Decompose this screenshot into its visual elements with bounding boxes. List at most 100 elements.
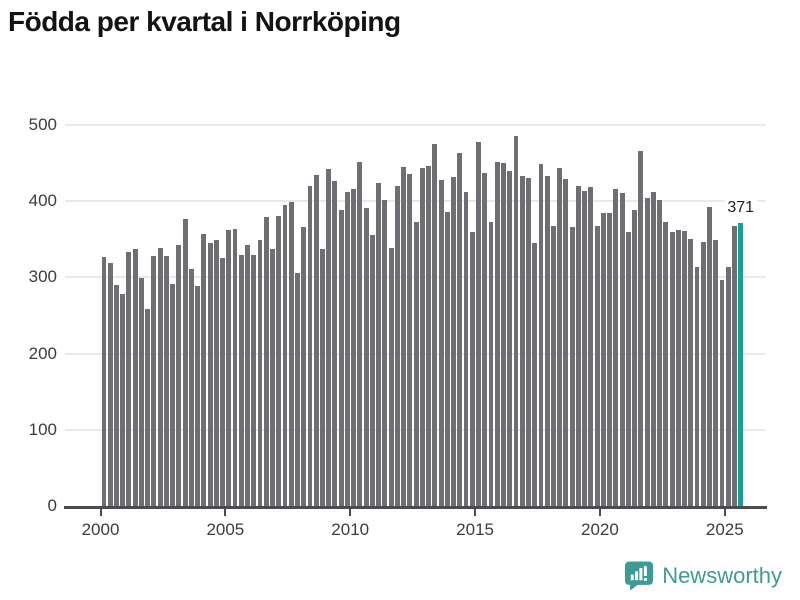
bar [663,221,669,506]
bar [394,185,400,506]
bar [476,141,481,506]
bar [519,176,525,506]
bar [550,226,556,506]
bar [413,221,419,506]
bar [482,173,488,506]
bar [188,269,194,506]
bar [163,256,169,506]
page-title: Födda per kvartal i Norrköping [8,6,401,37]
bar [313,175,319,506]
newsworthy-logo: Newsworthy [624,560,782,592]
bar [226,230,232,506]
bar [276,216,282,506]
bar [613,189,619,506]
bar [732,225,737,506]
bar [351,189,357,506]
bar [569,227,575,506]
bar [295,272,300,506]
bar [451,176,456,506]
bar [301,227,307,506]
x-axis-tick [598,508,601,516]
bar [507,171,513,506]
bar [401,166,407,506]
bar [694,266,700,506]
bar [251,255,257,506]
y-axis-label: 200 [28,343,57,363]
bar [625,231,631,506]
bar [544,176,550,506]
bar [494,161,500,506]
bar [232,228,238,506]
bar [376,182,382,506]
bar [288,201,294,506]
x-axis-tick [224,508,227,516]
bar [675,230,681,506]
x-axis-tick [99,508,102,516]
bar [488,221,494,506]
bar [257,240,263,506]
gridline [65,200,766,203]
bar [575,185,581,506]
bar [650,192,656,506]
bar [582,191,588,506]
bar [101,256,107,506]
bar [594,225,600,506]
bar [707,206,712,506]
bar [326,169,332,506]
bar [469,232,475,506]
bar [388,248,394,506]
bar [532,243,538,506]
bar [107,262,113,506]
newsworthy-logo-icon [625,561,654,591]
bar [407,173,413,506]
x-axis-line [64,505,767,509]
value-annotation: 371 [724,199,758,218]
bar [245,245,250,506]
bar [669,232,675,506]
bar [369,234,375,506]
highlighted-bar [738,223,744,506]
bar [563,179,569,506]
bar [438,179,444,506]
bar [307,185,313,506]
bar [632,210,638,506]
bar [426,166,432,506]
bar [538,163,544,506]
bar [600,212,606,506]
y-axis-label: 400 [28,191,57,211]
x-axis-label: 2005 [206,520,245,539]
bar [688,239,694,506]
x-axis-tick [723,508,726,516]
bar [513,135,519,506]
y-axis-label: 100 [28,419,57,439]
bar [619,192,625,506]
bar [457,153,463,506]
bar [213,240,219,506]
bar [170,284,176,506]
bar [263,217,269,506]
bar [719,280,725,506]
y-axis-label: 500 [28,115,57,134]
bar [725,266,731,506]
x-axis-tick [349,508,352,516]
y-axis-label: 300 [28,267,57,287]
gridline [65,124,766,126]
bar [344,192,350,506]
bar [432,144,438,506]
bar [132,249,138,506]
bar [463,192,469,506]
bar [320,249,325,506]
bar [176,245,182,506]
bar [557,168,563,506]
bar [157,248,163,506]
bar [526,178,531,506]
bar [195,285,201,506]
bar [126,252,132,506]
bar [207,243,213,506]
bar [700,242,706,506]
x-axis-label: 2025 [705,520,744,539]
bar [332,181,338,506]
bar [588,186,594,506]
bar [644,198,650,506]
